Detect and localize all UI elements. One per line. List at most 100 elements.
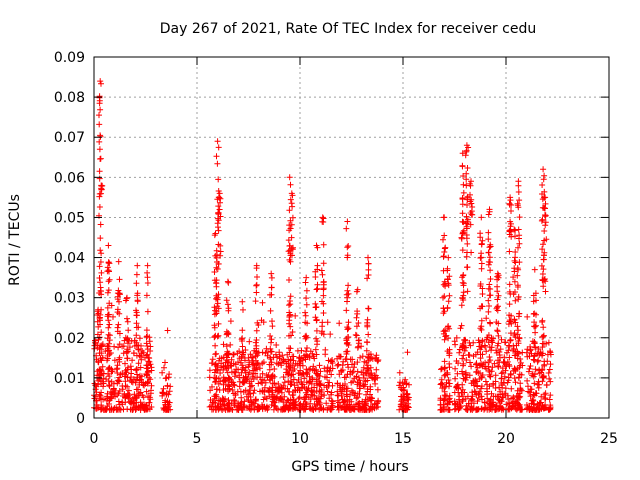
- data-point: [106, 311, 112, 318]
- data-point: [116, 298, 122, 305]
- data-point: [518, 406, 525, 413]
- data-point: [211, 304, 218, 311]
- data-point: [462, 152, 469, 159]
- data-point: [364, 388, 371, 395]
- data-point: [492, 385, 499, 391]
- data-point: [106, 406, 113, 413]
- data-point: [542, 278, 549, 285]
- data-point: [215, 291, 222, 298]
- data-point: [515, 226, 522, 233]
- data-point: [464, 393, 471, 400]
- data-point: [110, 380, 117, 387]
- data-point: [212, 230, 219, 237]
- data-point: [478, 265, 485, 272]
- data-point: [483, 315, 490, 322]
- data-point: [396, 369, 403, 376]
- data-point: [270, 406, 277, 413]
- data-point: [355, 343, 362, 350]
- data-point: [356, 377, 363, 384]
- data-point: [467, 342, 474, 349]
- data-point: [137, 372, 143, 379]
- data-point: [468, 403, 475, 410]
- data-point: [214, 266, 221, 272]
- data-point: [97, 279, 104, 286]
- data-point: [539, 344, 546, 351]
- data-point: [494, 276, 501, 283]
- data-point: [119, 386, 126, 393]
- data-point: [505, 396, 512, 403]
- data-point: [516, 240, 523, 247]
- data-point: [147, 390, 154, 397]
- data-point: [313, 286, 320, 293]
- data-point: [478, 361, 485, 368]
- data-point: [364, 365, 371, 372]
- data-point: [494, 296, 501, 303]
- data-point: [446, 325, 453, 332]
- data-point: [97, 287, 104, 294]
- data-point: [495, 332, 502, 339]
- data-point: [262, 350, 269, 357]
- data-point: [313, 242, 320, 249]
- data-point: [265, 387, 272, 394]
- data-point: [106, 337, 113, 344]
- data-point: [146, 338, 153, 345]
- data-point: [336, 320, 343, 327]
- data-point: [539, 319, 546, 325]
- data-point: [364, 275, 371, 282]
- data-point: [96, 146, 103, 153]
- data-point: [463, 357, 470, 363]
- data-point: [359, 353, 366, 360]
- data-point: [353, 373, 360, 380]
- data-point: [456, 393, 463, 400]
- data-point: [146, 399, 153, 406]
- data-point: [313, 351, 320, 358]
- data-point: [224, 301, 231, 308]
- data-point: [133, 399, 140, 406]
- data-point: [334, 362, 341, 369]
- data-point: [299, 362, 306, 369]
- data-point: [318, 267, 325, 274]
- points-layer: [91, 78, 554, 413]
- data-point: [238, 394, 245, 401]
- data-point: [441, 336, 448, 343]
- data-point: [96, 121, 103, 128]
- data-point: [365, 331, 372, 338]
- data-point: [527, 386, 534, 393]
- data-point: [268, 373, 275, 380]
- data-point: [514, 393, 521, 400]
- data-point: [516, 334, 523, 341]
- data-point: [298, 371, 305, 378]
- data-point: [502, 391, 509, 397]
- data-point: [231, 397, 237, 403]
- data-point: [532, 329, 539, 336]
- data-point: [397, 379, 403, 386]
- data-point: [266, 385, 273, 392]
- data-point: [517, 380, 524, 387]
- data-point: [313, 378, 320, 385]
- data-point: [353, 395, 360, 402]
- data-point: [444, 304, 451, 311]
- data-point: [477, 305, 484, 312]
- data-point: [459, 340, 466, 347]
- data-point: [106, 300, 113, 307]
- data-point: [458, 302, 465, 309]
- data-point: [441, 214, 448, 221]
- data-point: [479, 338, 486, 345]
- data-point: [485, 236, 492, 243]
- data-point: [494, 342, 501, 349]
- data-point: [487, 404, 494, 411]
- data-point: [477, 281, 484, 287]
- data-point: [96, 367, 103, 374]
- data-point: [134, 371, 140, 378]
- data-point: [129, 379, 136, 386]
- data-point: [455, 360, 462, 367]
- data-point: [463, 213, 470, 220]
- data-point: [224, 354, 231, 361]
- data-point: [321, 382, 328, 389]
- data-point: [344, 393, 351, 400]
- data-point: [276, 349, 283, 356]
- data-point: [296, 394, 303, 401]
- data-point: [461, 337, 467, 343]
- data-point: [308, 406, 315, 413]
- data-point: [464, 216, 471, 223]
